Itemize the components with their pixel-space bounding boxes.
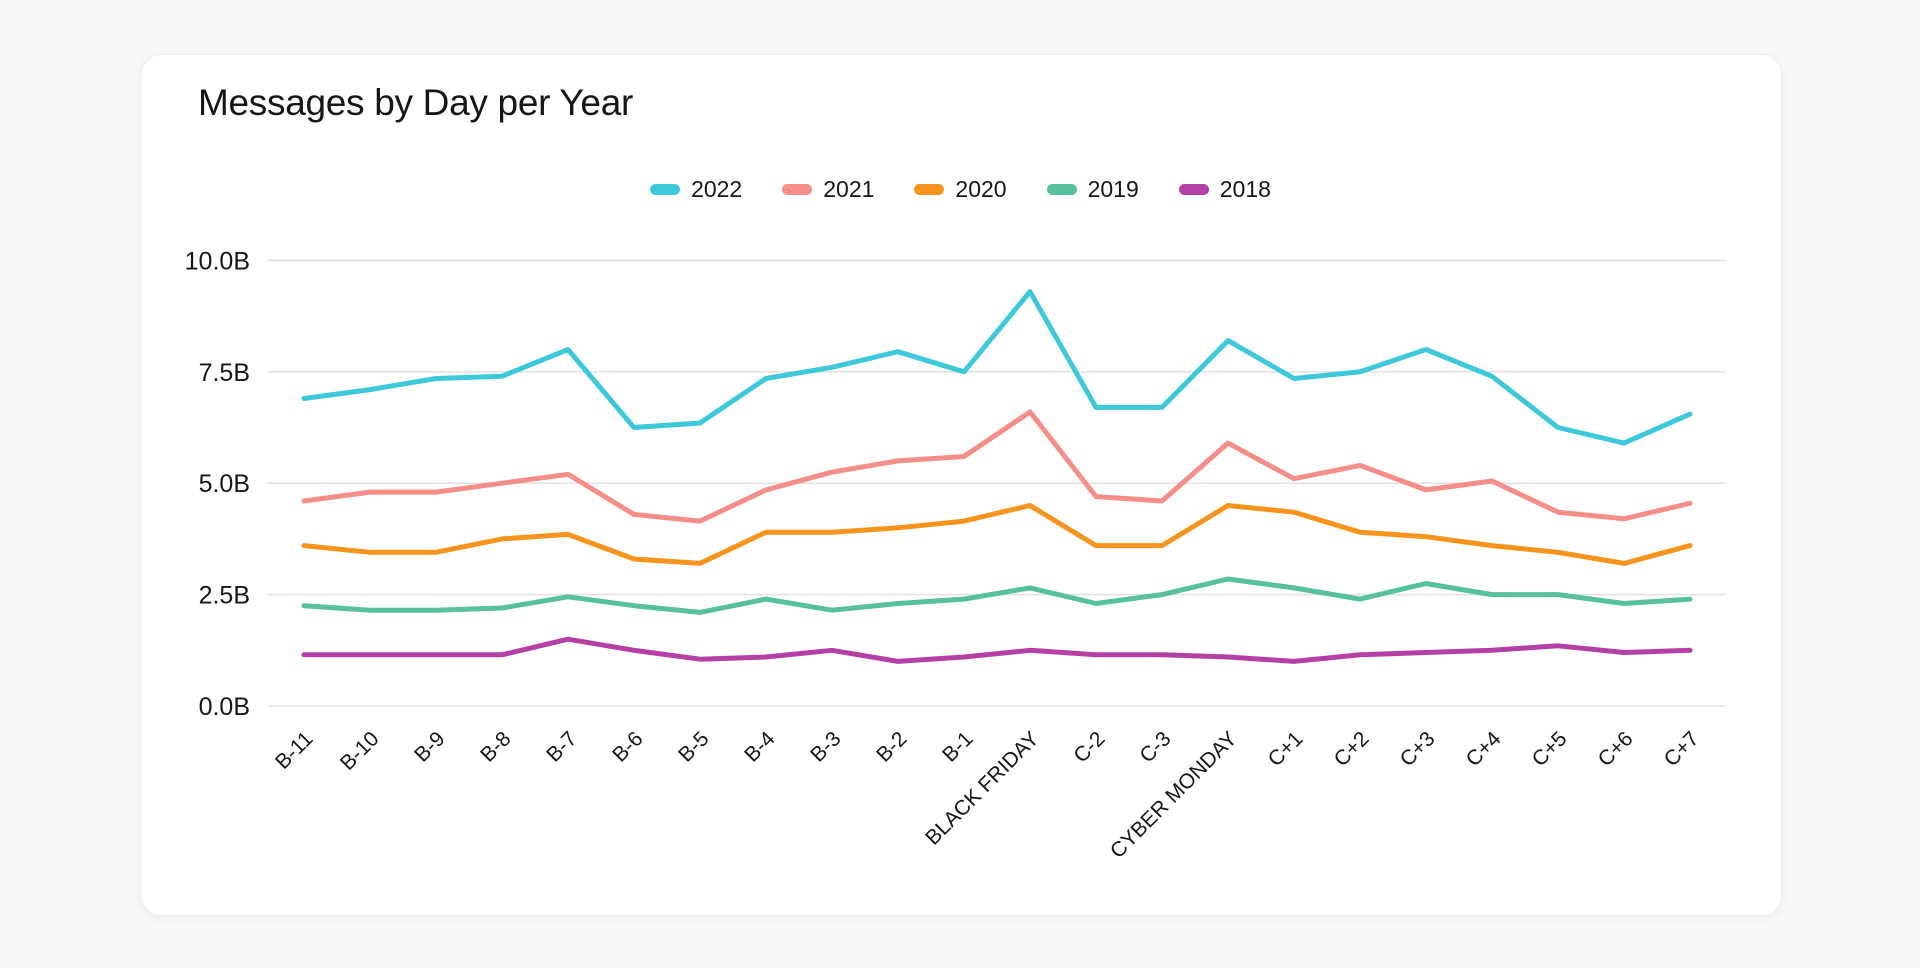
x-axis-tick: C-3 — [1135, 727, 1175, 767]
x-axis-tick: B-9 — [410, 727, 449, 766]
x-axis-tick: C+4 — [1462, 727, 1506, 771]
x-axis-tick: B-11 — [271, 727, 318, 774]
x-axis-tick: C+6 — [1594, 727, 1638, 771]
legend-item-2018[interactable]: 2018 — [1178, 176, 1271, 203]
chart-legend: 2022 2021 2020 2019 2018 — [141, 176, 1780, 203]
chart-card — [141, 54, 1782, 916]
legend-swatch — [1046, 184, 1077, 195]
x-axis-tick: C+5 — [1528, 727, 1572, 771]
y-axis-tick: 2.5B — [199, 582, 250, 610]
series-line-2019 — [301, 576, 1693, 615]
legend-item-2021[interactable]: 2021 — [782, 176, 874, 203]
legend-swatch — [782, 184, 813, 195]
x-axis-tick: C+2 — [1330, 727, 1374, 771]
y-axis-tick: 5.0B — [199, 470, 250, 498]
series-line-2018 — [301, 636, 1693, 664]
x-axis-tick: B-2 — [872, 727, 911, 766]
x-axis-tick: B-7 — [542, 727, 581, 766]
series-line-2020 — [301, 503, 1693, 566]
legend-label: 2019 — [1087, 176, 1139, 202]
x-axis-tick: C-2 — [1069, 727, 1109, 767]
legend-label: 2018 — [1219, 176, 1271, 202]
x-axis-tick: C+1 — [1264, 727, 1308, 771]
legend-item-2019[interactable]: 2019 — [1046, 176, 1139, 203]
legend-swatch — [650, 184, 681, 195]
x-axis-tick: B-5 — [674, 727, 713, 766]
legend-label: 2022 — [691, 176, 743, 202]
x-axis-tick: B-4 — [740, 727, 780, 767]
legend-item-2022[interactable]: 2022 — [650, 176, 742, 203]
x-axis-tick: C+3 — [1396, 727, 1440, 771]
x-axis-tick: B-6 — [608, 727, 647, 766]
x-axis-tick: B-1 — [938, 727, 977, 766]
x-axis-tick: BLACK FRIDAY — [921, 727, 1043, 849]
series-line-2022 — [301, 289, 1693, 446]
x-axis-tick: CYBER MONDAY — [1106, 727, 1242, 863]
x-axis-tick: C+7 — [1660, 727, 1704, 771]
legend-swatch — [1178, 184, 1209, 195]
y-axis-tick: 0.0B — [199, 693, 250, 721]
x-axis-tick: B-10 — [336, 727, 384, 775]
y-axis-tick: 7.5B — [199, 359, 250, 387]
chart-title: Messages by Day per Year — [198, 82, 633, 123]
x-axis-tick: B-8 — [476, 727, 515, 766]
legend-label: 2020 — [955, 176, 1007, 202]
y-axis-tick: 10.0B — [185, 247, 250, 275]
legend-item-2020[interactable]: 2020 — [914, 176, 1007, 203]
x-axis-tick: B-3 — [806, 727, 845, 766]
legend-label: 2021 — [823, 176, 875, 202]
legend-swatch — [914, 184, 945, 195]
series-line-2021 — [301, 409, 1693, 524]
